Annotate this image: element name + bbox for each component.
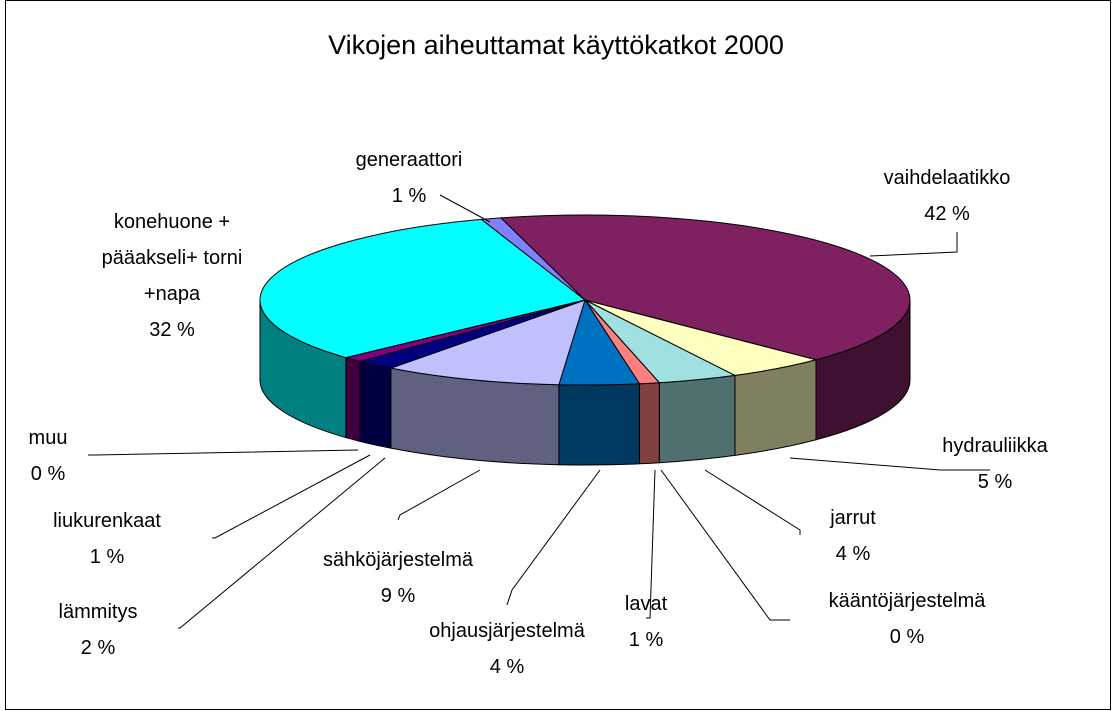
value-label: 42 % — [924, 203, 970, 225]
slice-top — [499, 214, 911, 361]
value-label: 4 % — [489, 656, 525, 678]
top-faces — [259, 214, 911, 386]
data-label: jarrut 4 % — [830, 500, 876, 572]
pie-slice — [388, 299, 586, 386]
value-label: 5 % — [977, 471, 1013, 493]
category-label: generaattori — [355, 149, 463, 171]
pie-slice — [259, 218, 587, 359]
leader-line — [88, 449, 359, 456]
leader-line — [506, 469, 601, 606]
leader-line — [704, 469, 801, 535]
value-label: 1 % — [628, 629, 664, 651]
slice-side — [558, 383, 640, 466]
leader-line — [397, 469, 481, 521]
category-label: konehuone + pääakseli+ torni +napa — [101, 211, 243, 305]
pie-slice — [499, 214, 911, 361]
slice-top — [259, 218, 587, 359]
data-label: liukurenkaat 1 % — [53, 503, 161, 575]
data-label: ohjausjärjestelmä 4 % — [429, 613, 585, 685]
category-label: jarrut — [830, 507, 876, 529]
slice-side — [359, 360, 392, 449]
data-label: kääntöjärjestelmä 0 % — [829, 583, 986, 655]
value-label: 1 % — [391, 185, 427, 207]
chart-title: Vikojen aiheuttamat käyttökatkot 2000 — [328, 30, 784, 60]
slice-top — [480, 217, 586, 301]
slice-side — [345, 356, 361, 442]
value-label: 9 % — [380, 585, 416, 607]
leader-line — [789, 457, 990, 471]
pie-slice — [480, 217, 586, 301]
slice-side — [658, 374, 736, 464]
category-label: liukurenkaat — [53, 510, 161, 532]
data-label: vaihdelaatikko 42 % — [884, 160, 1011, 232]
value-label: 32 % — [149, 319, 195, 341]
value-label: 4 % — [835, 543, 871, 565]
chart-frame — [5, 0, 1111, 710]
data-label: generaattori 1 % — [356, 142, 463, 214]
category-label: sähköjärjestelmä — [322, 549, 474, 571]
leader-line — [212, 454, 371, 539]
slice-side — [638, 382, 660, 465]
slice-top — [388, 299, 586, 386]
data-label: muu 0 % — [29, 420, 68, 492]
category-label: muu — [28, 427, 68, 449]
data-label: lämmitys 2 % — [59, 594, 138, 666]
value-label: 2 % — [80, 637, 116, 659]
data-label: konehuone + pääakseli+ torni +napa 32 % — [82, 204, 262, 348]
side-walls — [259, 299, 911, 466]
value-label: 0 % — [889, 626, 925, 648]
category-label: kääntöjärjestelmä — [828, 590, 986, 612]
category-label: lavat — [624, 593, 668, 615]
data-label: lavat 1 % — [625, 586, 667, 658]
category-label: vaihdelaatikko — [883, 167, 1011, 189]
category-label: lämmitys — [58, 601, 138, 623]
data-label: hydrauliikka 5 % — [942, 428, 1048, 500]
data-label: sähköjärjestelmä 9 % — [323, 542, 473, 614]
leader-line — [646, 469, 656, 619]
leader-line — [660, 469, 790, 621]
leader-line — [869, 232, 958, 257]
value-label: 0 % — [30, 463, 66, 485]
value-label: 1 % — [89, 546, 125, 568]
category-label: ohjausjärjestelmä — [429, 620, 585, 642]
leader-line — [178, 457, 386, 629]
category-label: hydrauliikka — [942, 435, 1048, 457]
leader-line — [439, 194, 491, 223]
